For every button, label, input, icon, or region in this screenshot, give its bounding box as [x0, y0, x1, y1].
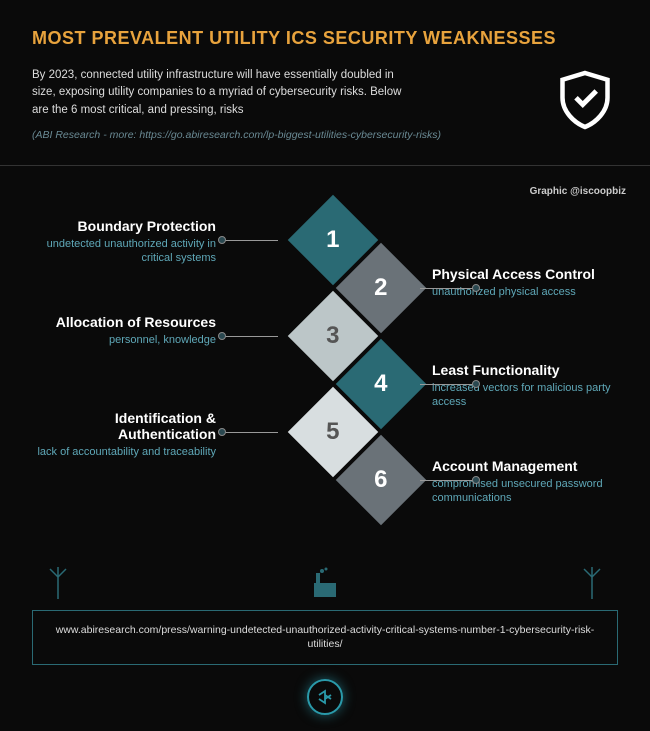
diamond-number: 4	[374, 370, 387, 398]
diamond-number: 1	[326, 226, 339, 254]
factory-icon	[308, 565, 342, 604]
item-heading: Physical Access Control	[432, 266, 612, 282]
source-text: (ABI Research - more: https://go.abirese…	[32, 129, 618, 141]
logo-icon	[307, 679, 343, 715]
item-heading: Identification & Authentication	[36, 410, 216, 442]
connector-line	[420, 288, 476, 289]
item-heading: Least Functionality	[432, 362, 612, 378]
connector-line	[420, 480, 476, 481]
item-desc: lack of accountability and traceability	[36, 445, 216, 459]
connector-line	[222, 432, 278, 433]
windmill-icon	[578, 565, 606, 604]
item-desc: personnel, knowledge	[36, 333, 216, 347]
item-heading: Boundary Protection	[36, 218, 216, 234]
connector-dot	[218, 236, 226, 244]
item-label-6: Account Management compromised unsecured …	[432, 458, 612, 506]
diamond-number: 5	[326, 418, 339, 446]
connector-dot	[472, 284, 480, 292]
item-label-3: Allocation of Resources personnel, knowle…	[36, 314, 216, 347]
footer: www.abiresearch.com/press/warning-undete…	[0, 565, 650, 731]
item-desc: compromised unsecured password communica…	[432, 477, 612, 506]
intro-text: By 2023, connected utility infrastructur…	[32, 67, 402, 119]
connector-line	[222, 240, 278, 241]
connector-dot	[472, 476, 480, 484]
footer-icons	[32, 565, 618, 604]
item-label-4: Least Functionality increased vectors for…	[432, 362, 612, 410]
connector-dot	[472, 380, 480, 388]
diagram-area: 1 Boundary Protection undetected unauthori…	[0, 184, 650, 604]
header: MOST PREVALENT UTILITY ICS SECURITY WEAK…	[0, 0, 650, 166]
page-title: MOST PREVALENT UTILITY ICS SECURITY WEAK…	[32, 28, 618, 49]
connector-dot	[218, 428, 226, 436]
connector-line	[420, 384, 476, 385]
item-desc: undetected unauthorized activity in crit…	[36, 237, 216, 266]
item-heading: Account Management	[432, 458, 612, 474]
item-desc: increased vectors for malicious party ac…	[432, 381, 612, 410]
footer-logo	[32, 679, 618, 715]
connector-line	[222, 336, 278, 337]
diamond-number: 3	[326, 322, 339, 350]
item-label-5: Identification & Authentication lack of a…	[36, 410, 216, 459]
connector-dot	[218, 332, 226, 340]
windmill-icon	[44, 565, 72, 604]
shield-check-icon	[558, 70, 612, 130]
item-label-1: Boundary Protection undetected unauthoriz…	[36, 218, 216, 266]
diamond-number: 6	[374, 466, 387, 494]
diamond-number: 2	[374, 274, 387, 302]
item-label-2: Physical Access Controlunauthorized phys…	[432, 266, 612, 299]
footer-url: www.abiresearch.com/press/warning-undete…	[32, 610, 618, 665]
item-heading: Allocation of Resources	[36, 314, 216, 330]
